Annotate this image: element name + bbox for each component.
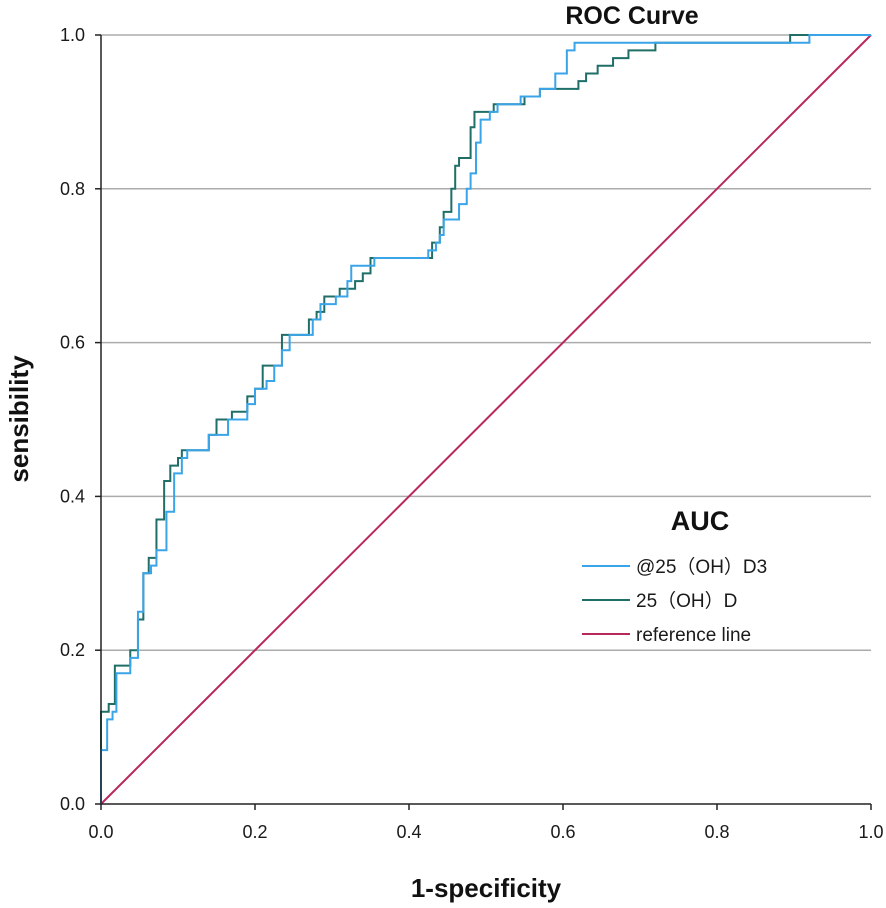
y-tick-label: 0.4 <box>60 486 85 506</box>
y-tick-label: 0.2 <box>60 640 85 660</box>
y-axis-ticks: 0.0 0.2 0.4 0.6 0.8 1.0 <box>60 25 101 814</box>
series-lines <box>100 34 872 805</box>
legend-label: @25（OH）D3 <box>636 556 767 578</box>
x-axis-ticks: 0.0 0.2 0.4 0.6 0.8 1.0 <box>88 804 884 842</box>
y-axis-label: sensibility <box>4 355 34 483</box>
legend-label: 25（OH）D <box>636 590 737 612</box>
y-tick-label: 0.8 <box>60 179 85 199</box>
legend-title: AUC <box>671 506 730 536</box>
x-tick-label: 0.6 <box>550 822 575 842</box>
x-tick-label: 0.2 <box>242 822 267 842</box>
axes <box>100 35 871 805</box>
x-tick-label: 1.0 <box>858 822 883 842</box>
legend-label: reference line <box>636 625 751 646</box>
legend: AUC @25（OH）D3 25（OH）D reference line <box>582 506 767 646</box>
series-line <box>100 34 872 805</box>
x-tick-label: 0.4 <box>396 822 421 842</box>
y-tick-label: 1.0 <box>60 25 85 45</box>
chart-title: ROC Curve <box>565 2 698 30</box>
y-tick-label: 0.6 <box>60 333 85 353</box>
x-tick-label: 0.8 <box>704 822 729 842</box>
x-axis-label: 1-specificity <box>411 873 562 903</box>
gridlines <box>101 34 871 651</box>
y-tick-label: 0.0 <box>60 794 85 814</box>
x-tick-label: 0.0 <box>88 822 113 842</box>
series-line <box>100 34 871 804</box>
